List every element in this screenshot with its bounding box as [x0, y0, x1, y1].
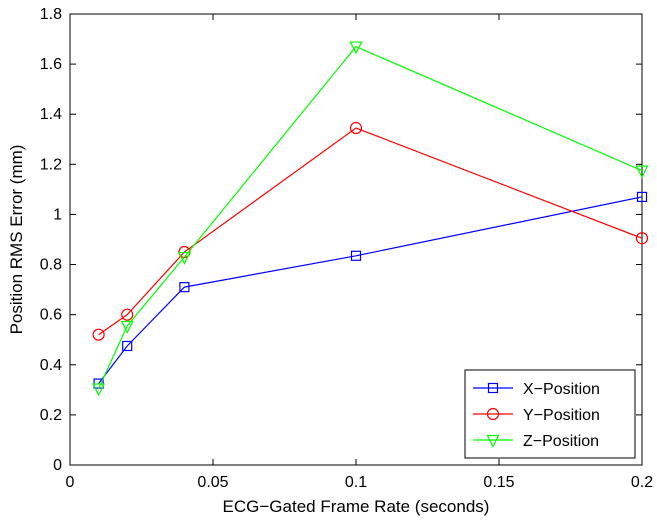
y-tick-label: 1.6: [40, 56, 62, 73]
legend-item-x: X−Position: [473, 381, 600, 398]
x-tick-label: 0.15: [483, 474, 514, 491]
x-axis-label: ECG−Gated Frame Rate (seconds): [223, 497, 490, 516]
data-point-x: [350, 250, 362, 261]
y-tick-label: 1: [53, 206, 62, 223]
legend-marker: [486, 434, 500, 448]
series-z-position: [92, 41, 649, 397]
legend: X−Position Y−Position Z−Position: [464, 369, 636, 459]
y-tick-label: 0.8: [40, 257, 62, 274]
legend-label: X−Position: [523, 381, 600, 398]
legend-item-y: Y−Position: [473, 407, 600, 424]
y-tick-label: 0.2: [40, 407, 62, 424]
y-tick-label: 0.4: [40, 357, 62, 374]
series-line-z: [98, 45, 643, 389]
x-tick-label: 0.1: [345, 474, 367, 491]
x-tick-label: 0.05: [197, 474, 228, 491]
data-point-y: [349, 121, 363, 135]
data-point-z: [120, 320, 134, 334]
x-tick-label: 0: [66, 474, 75, 491]
series-line-x: [98, 196, 643, 384]
y-tick-label: 1.4: [40, 106, 62, 123]
legend-label: Y−Position: [523, 407, 600, 424]
x-tick-label: 0.2: [631, 474, 653, 491]
data-point-z: [92, 383, 106, 397]
data-point-y: [121, 308, 134, 321]
legend-marker: [486, 407, 500, 421]
y-tick-label: 0.6: [40, 307, 62, 324]
legend-marker: [487, 382, 499, 394]
y-tick-label: 1.2: [40, 156, 62, 173]
series-layer: [92, 41, 649, 397]
data-point-z: [349, 41, 363, 55]
data-point-z: [635, 165, 649, 179]
y-axis: 0 0.2 0.4 0.6 0.8 1 1.2 1.4 1.6 1.8: [40, 6, 642, 474]
data-point-x: [179, 282, 190, 293]
data-point-y: [635, 232, 649, 245]
data-point-x: [636, 191, 648, 203]
data-point-y: [92, 328, 105, 341]
data-point-x: [122, 340, 133, 352]
y-tick-label: 0: [53, 457, 62, 474]
x-axis: 0 0.05 0.1 0.15 0.2: [66, 14, 653, 491]
y-tick-label: 1.8: [40, 6, 62, 23]
legend-item-z: Z−Position: [473, 433, 599, 450]
data-point-z: [177, 251, 191, 265]
y-axis-label: Position RMS Error (mm): [7, 145, 26, 335]
legend-label: Z−Position: [523, 433, 599, 450]
